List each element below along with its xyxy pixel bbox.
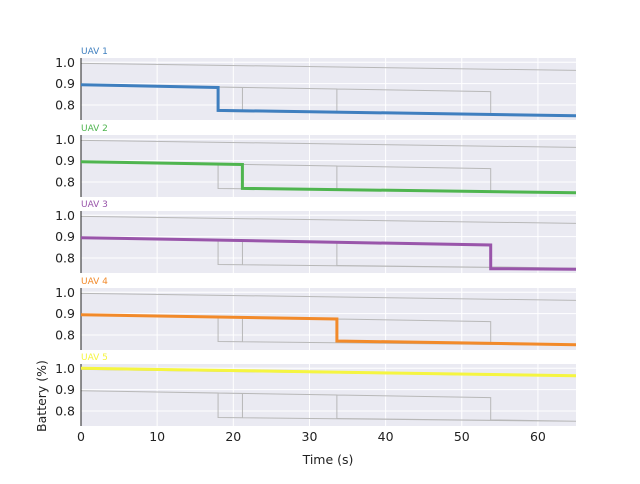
- panel-uav-2: 0.8 0.9 1.0 UAV 2: [55, 124, 577, 197]
- series-line-uav-5: [80, 366, 577, 378]
- ghost-traces: [80, 215, 577, 269]
- x-tick-label: 30: [302, 429, 318, 444]
- panel-uav-5: 0.8 0.9 1.0 UAV 5: [55, 353, 577, 426]
- panel-title: UAV 5: [81, 353, 108, 363]
- y-tick-label: 1.0: [55, 208, 75, 223]
- y-tick-label: 0.9: [55, 76, 75, 91]
- y-tick-label: 1.0: [55, 361, 75, 376]
- y-tick-label: 0.9: [55, 306, 75, 321]
- x-tick-label: 20: [225, 429, 241, 444]
- series-line-uav-4: [80, 313, 577, 347]
- x-tick-label: 50: [454, 429, 470, 444]
- x-tick-label: 40: [378, 429, 394, 444]
- series-line-uav-3: [80, 236, 577, 271]
- y-tick-label: 0.8: [55, 175, 75, 190]
- y-tick-label: 0.8: [55, 251, 75, 266]
- y-tick-label: 0.8: [55, 404, 75, 419]
- panel-title: UAV 4: [81, 277, 108, 287]
- series-line-uav-2: [80, 160, 577, 195]
- panel-uav-3: 0.8 0.9 1.0 UAV 3: [55, 200, 577, 273]
- y-tick-label: 0.9: [55, 229, 75, 244]
- panel-title: UAV 2: [81, 124, 108, 134]
- x-tick-label: 60: [530, 429, 546, 444]
- panel-title: UAV 3: [81, 200, 108, 210]
- y-tick-label: 0.8: [55, 328, 75, 343]
- ghost-traces: [80, 292, 577, 346]
- x-tick-label: 0: [77, 429, 85, 444]
- panel-uav-4: 0.8 0.9 1.0 UAV 4: [55, 277, 577, 350]
- panel-title: UAV 1: [81, 47, 108, 57]
- x-tick-label: 10: [149, 429, 165, 444]
- y-axis-label: Battery (%): [34, 360, 49, 432]
- y-tick-label: 1.0: [55, 285, 75, 300]
- panel-uav-1: 0.8 0.9 1.0 UAV 1: [55, 47, 577, 120]
- y-tick-label: 1.0: [55, 55, 75, 70]
- y-tick-label: 1.0: [55, 132, 75, 147]
- y-tick-label: 0.9: [55, 382, 75, 397]
- series-line-uav-1: [80, 83, 577, 118]
- y-tick-label: 0.8: [55, 98, 75, 113]
- y-tick-label: 0.9: [55, 153, 75, 168]
- x-axis-label: Time (s): [302, 452, 354, 467]
